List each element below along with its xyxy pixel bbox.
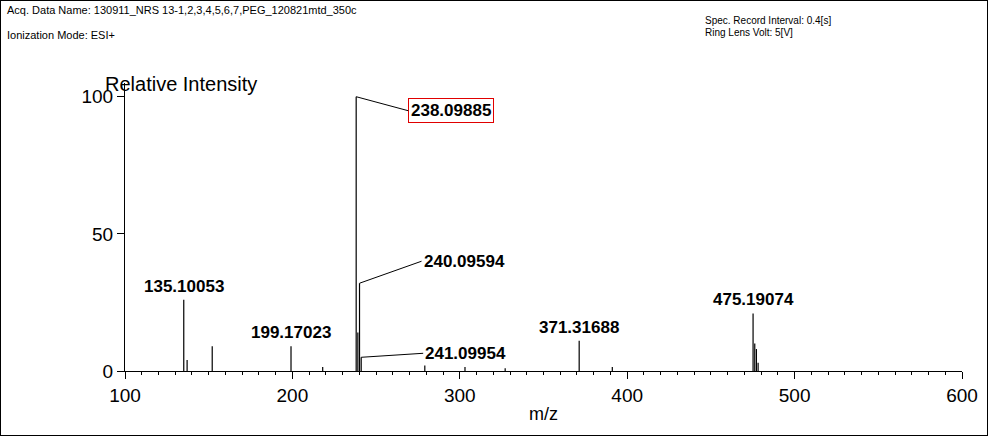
svg-text:100: 100 [81,86,113,107]
svg-text:371.31688: 371.31688 [539,318,619,337]
svg-text:50: 50 [92,224,113,245]
svg-text:m/z: m/z [529,404,558,424]
svg-text:0: 0 [103,361,114,382]
svg-text:500: 500 [779,385,811,406]
svg-text:300: 300 [444,385,476,406]
svg-text:238.09885: 238.09885 [411,101,491,120]
svg-text:241.09954: 241.09954 [425,344,506,363]
svg-text:200: 200 [277,385,309,406]
svg-text:Acq. Data Name: 130911_NRS 13-: Acq. Data Name: 130911_NRS 13-1,2,3,4,5,… [7,4,357,16]
svg-text:Ionization Mode: ESI+: Ionization Mode: ESI+ [7,29,115,41]
svg-text:600: 600 [946,385,978,406]
svg-text:400: 400 [611,385,643,406]
svg-text:475.19074: 475.19074 [713,290,794,309]
svg-text:100: 100 [109,385,141,406]
svg-text:199.17023: 199.17023 [251,323,331,342]
svg-text:Spec. Record Interval: 0.4[s]: Spec. Record Interval: 0.4[s] [705,15,831,26]
svg-text:135.10053: 135.10053 [144,277,224,296]
svg-text:Ring Lens Volt: 5[V]: Ring Lens Volt: 5[V] [705,27,793,38]
svg-text:240.09594: 240.09594 [424,252,505,271]
svg-text:Relative Intensity: Relative Intensity [105,73,257,95]
